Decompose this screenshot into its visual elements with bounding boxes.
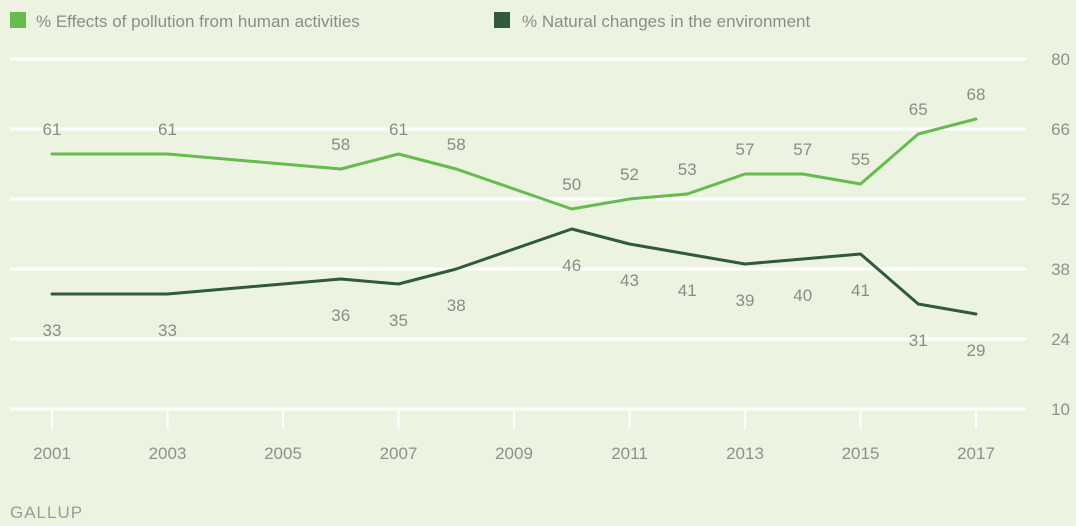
data-label-natural-changes: 35 <box>389 311 408 330</box>
data-label-natural-changes: 39 <box>736 291 755 310</box>
data-label-natural-changes: 41 <box>678 281 697 300</box>
data-label-human-activities: 57 <box>736 140 755 159</box>
x-tick-label: 2005 <box>264 444 302 463</box>
x-tick-label: 2013 <box>726 444 764 463</box>
series-line-natural-changes <box>50 227 978 316</box>
y-tick-label: 80 <box>1051 50 1070 69</box>
x-tick-label: 2007 <box>380 444 418 463</box>
data-labels: 61 61 58 61 58 50 52 53 57 57 55 65 68 33 33 36 35 38 46 43… <box>43 85 986 360</box>
source-label: GALLUP <box>10 503 83 522</box>
data-label-natural-changes: 46 <box>562 256 581 275</box>
y-tick-label: 38 <box>1051 260 1070 279</box>
data-label-human-activities: 53 <box>678 160 697 179</box>
x-tick-label: 2017 <box>957 444 995 463</box>
x-tick-label: 2015 <box>842 444 880 463</box>
data-label-human-activities: 55 <box>851 150 870 169</box>
legend-label-natural-changes: % Natural changes in the environment <box>522 12 810 31</box>
legend-swatch-natural-changes <box>494 12 510 28</box>
data-label-natural-changes: 33 <box>158 321 177 340</box>
y-tick-label: 66 <box>1051 120 1070 139</box>
data-label-human-activities: 50 <box>562 175 581 194</box>
y-axis-tick-labels: 10 24 38 52 66 80 <box>1051 50 1070 419</box>
data-label-human-activities: 61 <box>158 120 177 139</box>
data-label-natural-changes: 41 <box>851 281 870 300</box>
y-tick-label: 24 <box>1051 330 1070 349</box>
x-tick-label: 2001 <box>33 444 71 463</box>
legend: % Effects of pollution from human activi… <box>10 12 810 31</box>
data-label-natural-changes: 43 <box>620 271 639 290</box>
data-label-human-activities: 52 <box>620 165 639 184</box>
x-tick-label: 2009 <box>495 444 533 463</box>
gridlines <box>10 57 1026 411</box>
data-label-natural-changes: 38 <box>447 296 466 315</box>
x-axis-ticks: 2001 2003 2005 2007 2009 2011 2013 2015 2017 <box>33 409 995 463</box>
data-label-human-activities: 68 <box>967 85 986 104</box>
data-label-human-activities: 65 <box>909 100 928 119</box>
data-label-natural-changes: 31 <box>909 331 928 350</box>
data-label-natural-changes: 40 <box>793 286 812 305</box>
y-tick-label: 10 <box>1051 400 1070 419</box>
data-label-human-activities: 61 <box>43 120 62 139</box>
data-label-natural-changes: 36 <box>331 306 350 325</box>
x-tick-label: 2003 <box>149 444 187 463</box>
legend-label-human-activities: % Effects of pollution from human activi… <box>36 12 360 31</box>
y-tick-label: 52 <box>1051 190 1070 209</box>
x-tick-label: 2011 <box>611 444 648 463</box>
data-label-natural-changes: 33 <box>43 321 62 340</box>
data-label-natural-changes: 29 <box>967 341 986 360</box>
series-line-human-activities <box>50 117 978 211</box>
series-lines <box>50 117 978 316</box>
data-label-human-activities: 58 <box>447 135 466 154</box>
data-label-human-activities: 57 <box>793 140 812 159</box>
legend-swatch-human-activities <box>10 12 26 28</box>
data-label-human-activities: 61 <box>389 120 408 139</box>
data-label-human-activities: 58 <box>331 135 350 154</box>
